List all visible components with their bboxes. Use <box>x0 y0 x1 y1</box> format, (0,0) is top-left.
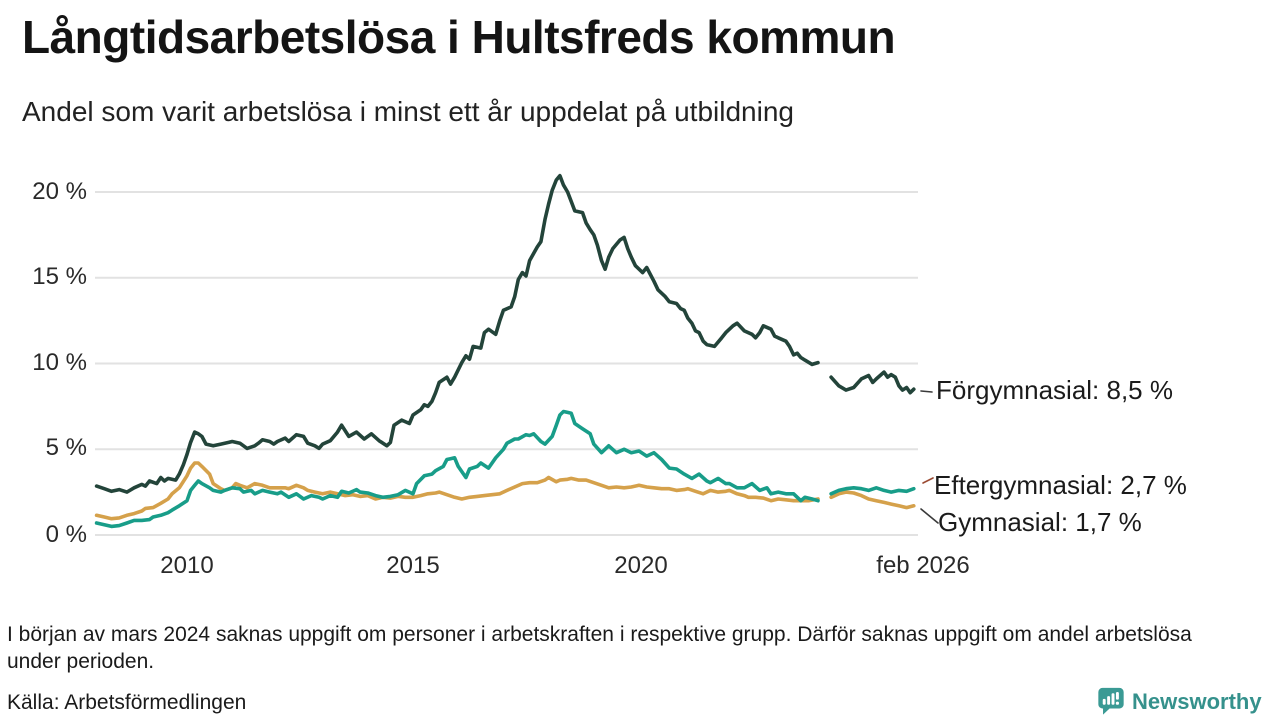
series-line-förgymnasial-seg0 <box>94 173 820 494</box>
chart-footnote: I början av mars 2024 saknas uppgift om … <box>7 623 1192 673</box>
series-line-gymnasial-seg1 <box>829 490 916 510</box>
x-axis-label-feb-2026: feb 2026 <box>876 552 970 579</box>
page-title: Långtidsarbetslösa i Hultsfreds kommun <box>22 11 896 63</box>
series-line-eftergymnasial-seg0 <box>94 409 820 529</box>
y-axis-label-15: 15 % <box>32 263 87 290</box>
x-axis-label-2015: 2015 <box>386 552 440 579</box>
series-line-förgymnasial-seg1 <box>829 370 916 395</box>
source-text: Källa: Arbetsförmedlingen <box>7 691 247 714</box>
leader-line-förgymnasial <box>920 390 933 393</box>
x-axis-label-2010: 2010 <box>160 552 214 579</box>
newsworthy-wordmark: Newsworthy <box>1132 689 1262 714</box>
y-axis-label-0: 0 % <box>45 521 87 548</box>
y-axis-label-10: 10 % <box>32 349 87 376</box>
x-axis-label-2020: 2020 <box>614 552 668 579</box>
series-end-label-forgymnasial: Förgymnasial: 8,5 % <box>936 375 1173 405</box>
newsworthy-chart-bubble-icon <box>1098 687 1124 715</box>
series-line-gymnasial-seg0 <box>94 461 820 521</box>
leader-line-gymnasial <box>920 508 939 524</box>
y-axis-label-5: 5 % <box>45 434 87 461</box>
series-end-label-gymnasial: Gymnasial: 1,7 % <box>938 507 1142 537</box>
series-end-label-eftergymnasial: Eftergymnasial: 2,7 % <box>934 470 1187 500</box>
y-axis-label-20: 20 % <box>32 178 87 205</box>
newsworthy-logo: Newsworthy <box>1096 686 1266 718</box>
series-line-eftergymnasial-seg1 <box>829 485 916 496</box>
leader-line-eftergymnasial <box>922 477 934 484</box>
page-subtitle: Andel som varit arbetslösa i minst ett å… <box>22 96 794 127</box>
